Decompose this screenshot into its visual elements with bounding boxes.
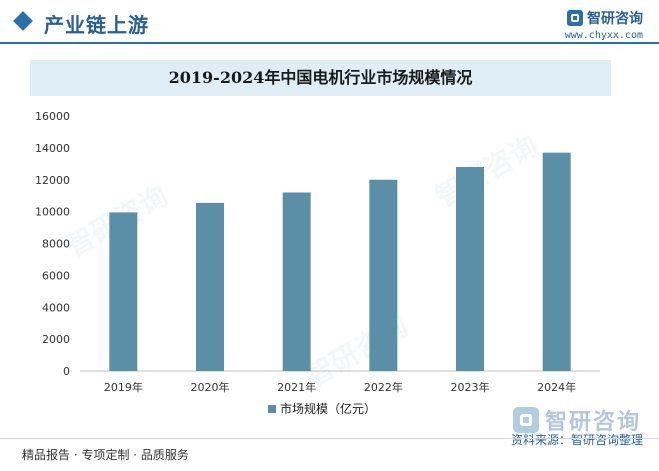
x-tick-label: 2021年 [277, 380, 316, 394]
y-tick-label: 0 [63, 365, 70, 378]
brand-logo-icon [567, 10, 583, 26]
chart-title: 2019-2024年中国电机行业市场规模情况 [168, 68, 473, 87]
y-tick-label: 10000 [35, 206, 70, 219]
footer-logo-icon [512, 407, 539, 433]
y-tick-label: 16000 [35, 110, 70, 123]
y-tick-label: 6000 [42, 269, 70, 282]
y-tick-label: 12000 [35, 174, 70, 187]
footer-tagline: 精品报告 · 专项定制 · 品质服务 [22, 448, 189, 462]
y-tick-label: 4000 [42, 301, 70, 314]
header-divider [0, 42, 659, 44]
brand-name: 智研咨询 [587, 11, 643, 27]
bar [196, 202, 224, 371]
legend-label: 市场规模（亿元） [280, 401, 376, 416]
section-title: 产业链上游 [44, 13, 149, 37]
y-tick-label: 2000 [42, 333, 70, 346]
bar [456, 167, 484, 371]
footer-brand: 智研咨询 [512, 404, 641, 436]
bar [542, 152, 571, 371]
x-tick-label: 2024年 [537, 380, 576, 394]
x-tick-label: 2022年 [364, 380, 403, 394]
bar [369, 179, 398, 371]
x-tick-label: 2019年 [104, 380, 143, 394]
x-tick-label: 2023年 [451, 380, 490, 394]
legend-swatch [268, 405, 276, 413]
page-header: 产业链上游 智研咨询 www.chyxx.com [0, 0, 659, 44]
brand-url[interactable]: www.chyxx.com [564, 30, 643, 41]
footer-brand-name: 智研咨询 [544, 410, 641, 435]
source-note: 资料来源：智研咨询整理 [510, 433, 643, 447]
footer-divider [0, 438, 659, 439]
bar [282, 192, 311, 371]
chart-title-band: 2019-2024年中国电机行业市场规模情况 [30, 60, 611, 96]
y-tick-label: 14000 [35, 142, 70, 155]
brand-block[interactable]: 智研咨询 www.chyxx.com [565, 8, 643, 41]
y-tick-label: 8000 [42, 238, 70, 251]
x-tick-label: 2020年 [191, 380, 230, 394]
bar [109, 212, 138, 371]
